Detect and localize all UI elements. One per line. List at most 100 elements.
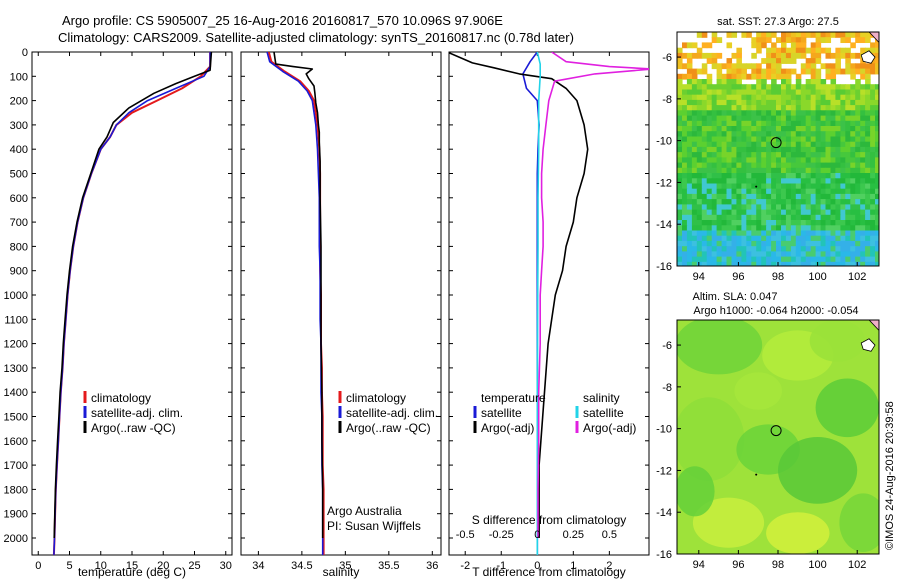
sst-cell: [855, 204, 861, 211]
sst-cell: [677, 251, 683, 258]
sla-blob: [839, 493, 879, 552]
sst-cell: [716, 240, 723, 247]
sst-cell: [790, 199, 797, 205]
sst-cell: [800, 204, 807, 211]
sst-cell: [701, 204, 708, 211]
sst-cell: [771, 240, 777, 247]
depth-tick-label: 500: [10, 168, 28, 180]
sst-cell: [875, 214, 879, 221]
sst-cell: [691, 193, 698, 200]
sst-cell: [682, 120, 688, 127]
sst-cell: [855, 32, 861, 38]
x-tick-label: 35.5: [378, 560, 399, 572]
sst-cell: [696, 209, 703, 216]
sst-cell: [751, 73, 757, 80]
sst-cell: [751, 193, 757, 200]
sst-cell: [771, 105, 777, 111]
sst-cell: [766, 261, 772, 266]
sst-cell: [835, 120, 841, 127]
sst-cell: [711, 230, 718, 237]
sst-cell: [776, 115, 782, 122]
sst-cell: [845, 32, 851, 38]
sst-cell: [711, 58, 718, 64]
sst-cell: [810, 146, 817, 153]
sst-cell: [731, 256, 738, 263]
x-tick-label: 36: [426, 560, 438, 572]
sst-cell: [736, 209, 742, 216]
sst-cell: [820, 178, 827, 185]
sst-cell: [795, 126, 802, 132]
sst-cell: [805, 99, 812, 106]
sst-cell: [721, 225, 728, 232]
sst-cell: [741, 126, 747, 132]
sst-cell: [731, 152, 738, 158]
sst-cell: [736, 204, 742, 211]
sst-cell: [741, 152, 747, 158]
sst-cell: [731, 126, 738, 132]
sst-cell: [810, 173, 817, 179]
sst-cell: [810, 120, 817, 127]
sst-cell: [865, 209, 871, 216]
sst-cell: [790, 152, 797, 158]
sst-cell: [860, 209, 866, 216]
sst-cell: [825, 230, 832, 237]
sst-cell: [751, 214, 757, 221]
sst-cell: [795, 240, 802, 247]
sst-cell: [800, 214, 807, 221]
map-x-tick-label: 96: [732, 271, 744, 283]
sst-cell: [860, 246, 866, 253]
sst-cell: [731, 251, 738, 258]
sst-cell: [785, 235, 792, 242]
sst-cell: [830, 84, 837, 91]
sst-cell: [845, 131, 851, 138]
sst-cell: [771, 110, 777, 117]
sla-map: Altim. SLA: 0.047 Argo h1000: -0.064 h20…: [656, 291, 880, 571]
sst-cell: [701, 220, 708, 226]
sst-cell: [800, 68, 807, 75]
sst-cell: [721, 204, 728, 211]
sst-cell: [716, 225, 723, 232]
sst-cell: [860, 162, 866, 169]
sst-cell: [860, 157, 866, 164]
sst-cell: [691, 73, 698, 80]
sst-cell: [726, 225, 733, 232]
sst-cell: [800, 183, 807, 190]
sst-cell: [835, 52, 841, 59]
sst-cell: [726, 141, 733, 148]
sst-cell: [800, 131, 807, 138]
sst-cell: [830, 126, 837, 132]
argo-position-marker: [770, 425, 782, 437]
sst-cell: [741, 246, 747, 253]
landmass-outline: [868, 320, 879, 331]
sst-cell: [686, 68, 693, 75]
sst-cell: [790, 115, 797, 122]
sst-cell: [810, 84, 817, 91]
sla-blob: [677, 466, 715, 517]
sst-cell: [751, 68, 757, 75]
sst-cell: [800, 37, 807, 44]
sst-cell: [865, 146, 871, 153]
sst-cell: [810, 68, 817, 75]
sst-cell: [761, 73, 767, 80]
sst-cell: [741, 115, 747, 122]
sst-cell: [825, 173, 832, 179]
sst-cell: [825, 178, 832, 185]
sst-cell: [751, 157, 757, 164]
sst-cell: [696, 141, 703, 148]
sst-cell: [835, 99, 841, 106]
sst-cell: [682, 199, 688, 205]
sst-cell: [761, 235, 767, 242]
sst-cell: [875, 42, 879, 49]
sst-cell: [790, 256, 797, 263]
sst-cell: [815, 199, 822, 205]
sst-cell: [840, 162, 846, 169]
sst-cell: [677, 261, 683, 266]
sst-cell: [721, 167, 728, 174]
sst-cell: [860, 225, 866, 232]
sst-cell: [756, 220, 762, 226]
sst-cell: [701, 141, 708, 148]
sst-cell: [830, 141, 837, 148]
sst-cell: [785, 251, 792, 258]
sst-cell: [845, 214, 851, 221]
sst-cell: [850, 183, 856, 190]
